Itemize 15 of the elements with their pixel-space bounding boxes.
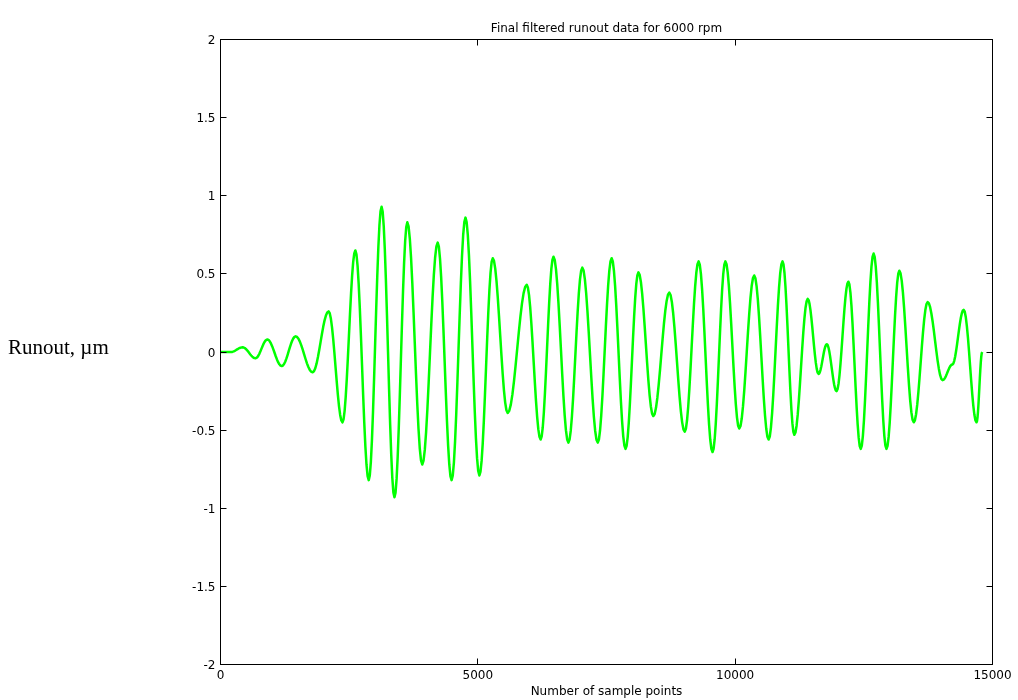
y-tick-label: -1.5 <box>192 579 216 594</box>
x-tick-label: 15000 <box>973 667 1012 682</box>
y-tick-label: -2 <box>203 658 216 672</box>
y-tick-label: 1 <box>207 189 216 204</box>
y-tick-label: 0 <box>207 345 216 360</box>
chart-title: Final filtered runout data for 6000 rpm <box>490 20 723 35</box>
y-tick-label: 1.5 <box>196 111 216 126</box>
x-tick-label: 5000 <box>462 667 494 682</box>
y-axis-title: Runout, µm <box>8 334 109 361</box>
y-tick-label: -1 <box>203 501 216 516</box>
y-tick-label: -0.5 <box>192 423 216 438</box>
x-tick-label: 10000 <box>716 667 755 682</box>
x-axis-title: Number of sample points <box>530 683 683 698</box>
y-tick-label: 2 <box>207 33 216 47</box>
y-tick-label: 0.5 <box>196 267 216 282</box>
